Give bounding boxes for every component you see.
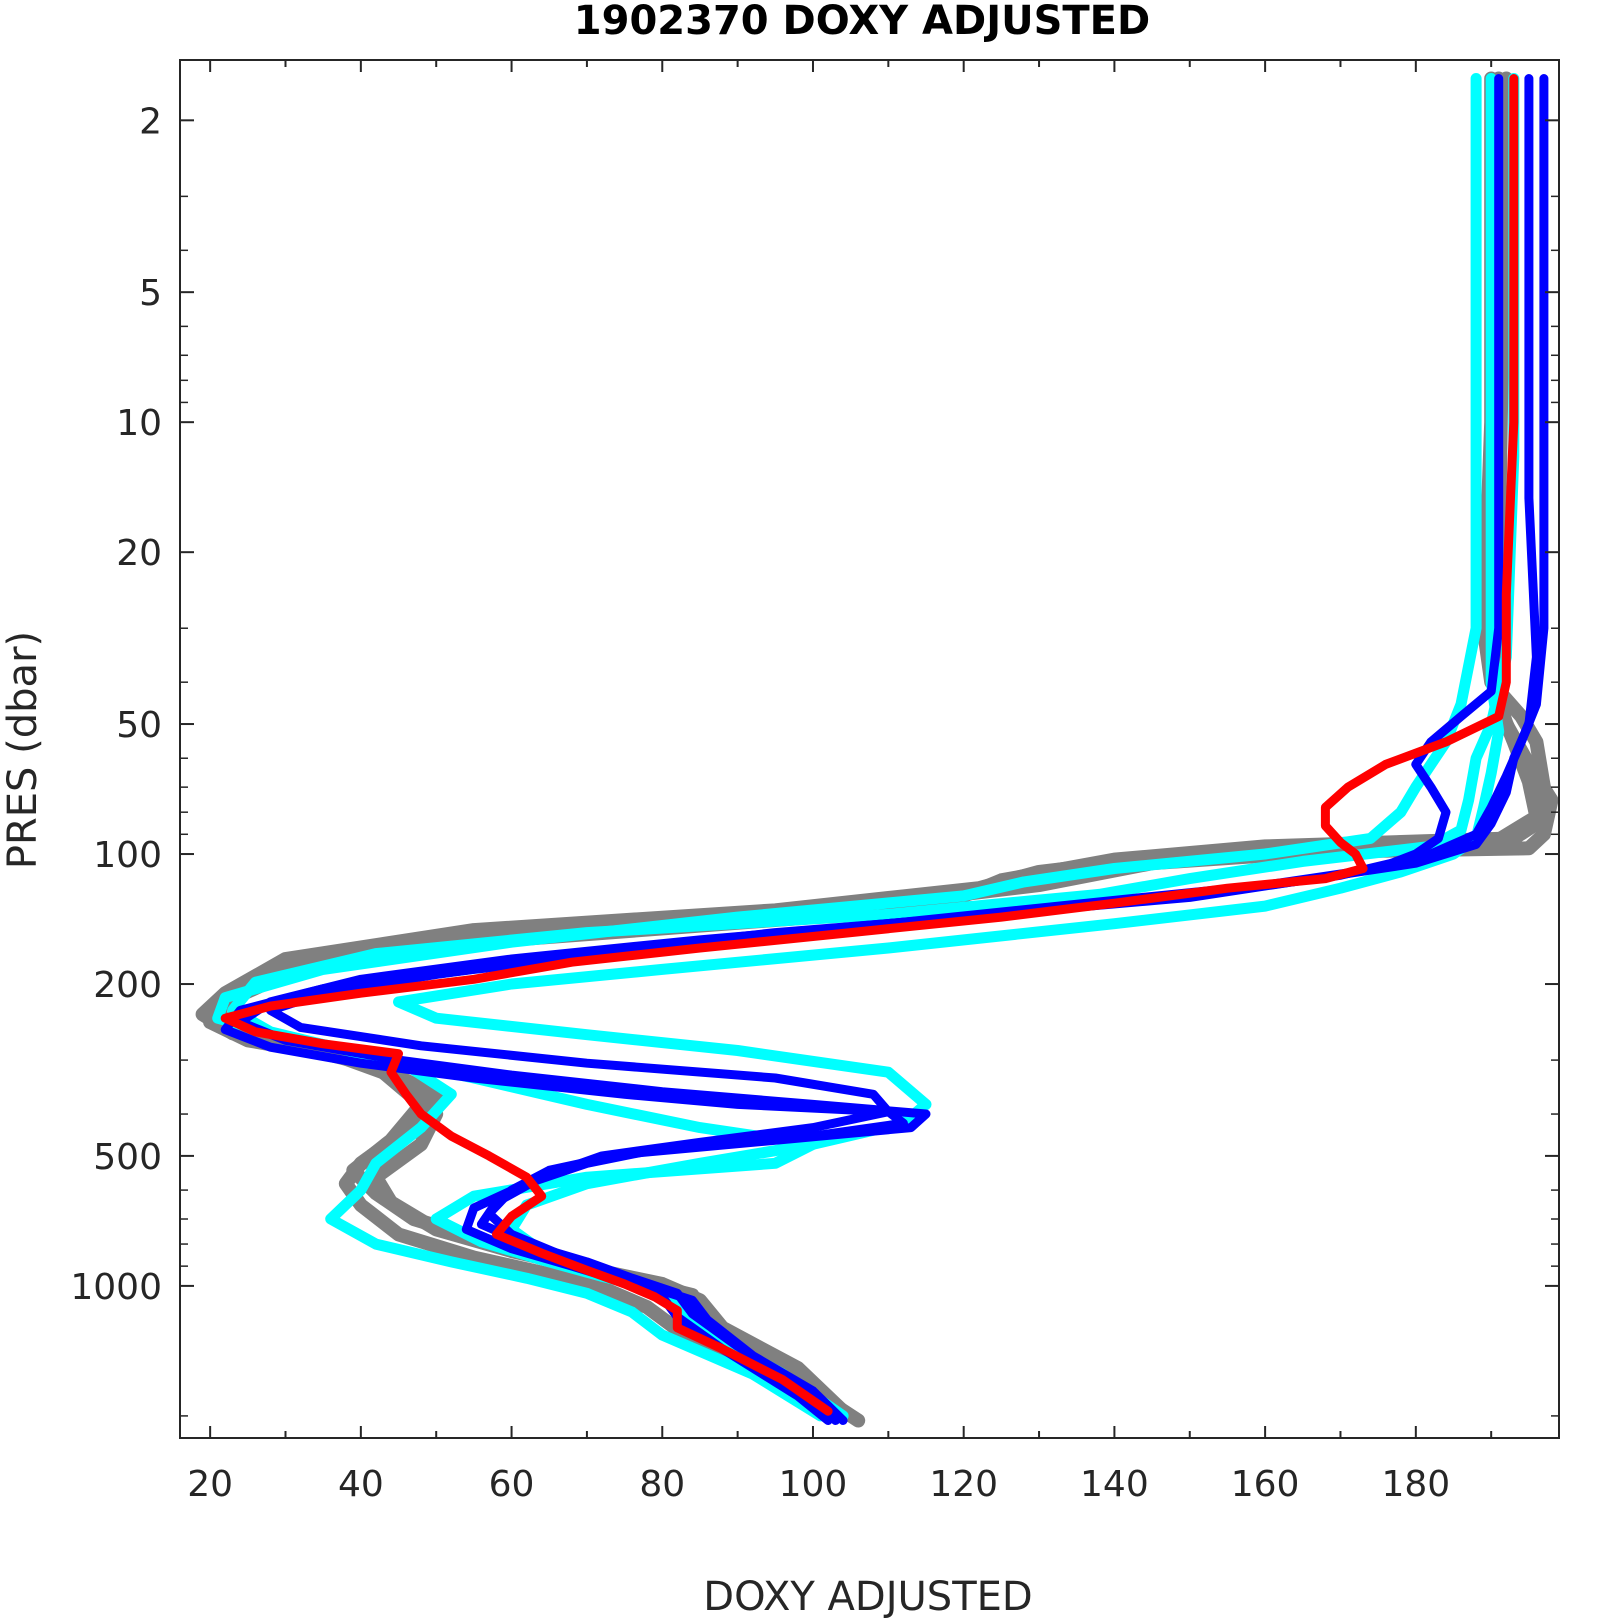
x-tick-label: 140 [1080,1464,1149,1505]
plot-area [179,59,1560,1439]
y-tick-label: 5 [139,273,162,314]
y-tick-label: 100 [93,835,162,876]
y-tick-label: 20 [116,533,162,574]
x-tick-label: 160 [1231,1464,1300,1505]
series-line-blue-7 [220,74,1504,1425]
plot-frame [179,59,1560,1439]
y-tick-label: 500 [93,1137,162,1178]
x-axis-tick-labels: 20 40 60 80 100 120 140 160 180 [187,1464,1450,1505]
y-tick-label: 50 [116,705,162,746]
series-line-red-10 [220,74,1519,1416]
tick-layer [180,60,1559,1438]
chart-title: 1902370 DOXY ADJUSTED [574,0,1150,44]
x-axis-label: DOXY ADJUSTED [703,1574,1032,1620]
series-layer [195,71,1559,1428]
x-tick-label: 100 [779,1464,848,1505]
x-tick-label: 120 [929,1464,998,1505]
x-tick-label: 40 [338,1464,384,1505]
y-tick-label: 1000 [70,1267,162,1308]
x-tick-label: 80 [639,1464,685,1505]
y-tick-label: 10 [116,403,162,444]
y-axis-tick-labels: 2 5 10 20 50 100 200 500 1000 [70,101,162,1308]
x-tick-label: 180 [1381,1464,1450,1505]
y-tick-label: 200 [93,965,162,1006]
x-tick-label: 20 [187,1464,233,1505]
x-tick-label: 60 [489,1464,535,1505]
y-axis-label: PRES (dbar) [0,631,46,869]
series-line-blue-9 [265,74,1549,1425]
y-tick-label: 2 [139,101,162,142]
